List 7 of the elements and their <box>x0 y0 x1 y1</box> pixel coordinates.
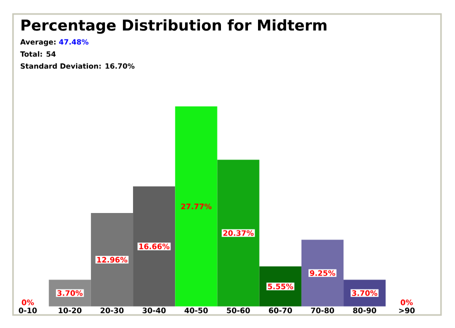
bar <box>217 160 260 306</box>
bar <box>301 240 344 306</box>
bar <box>175 106 218 306</box>
bar <box>259 266 302 306</box>
bar <box>90 213 134 306</box>
bar <box>133 186 176 306</box>
chart-title: Percentage Distribution for Midterm <box>22 19 326 34</box>
